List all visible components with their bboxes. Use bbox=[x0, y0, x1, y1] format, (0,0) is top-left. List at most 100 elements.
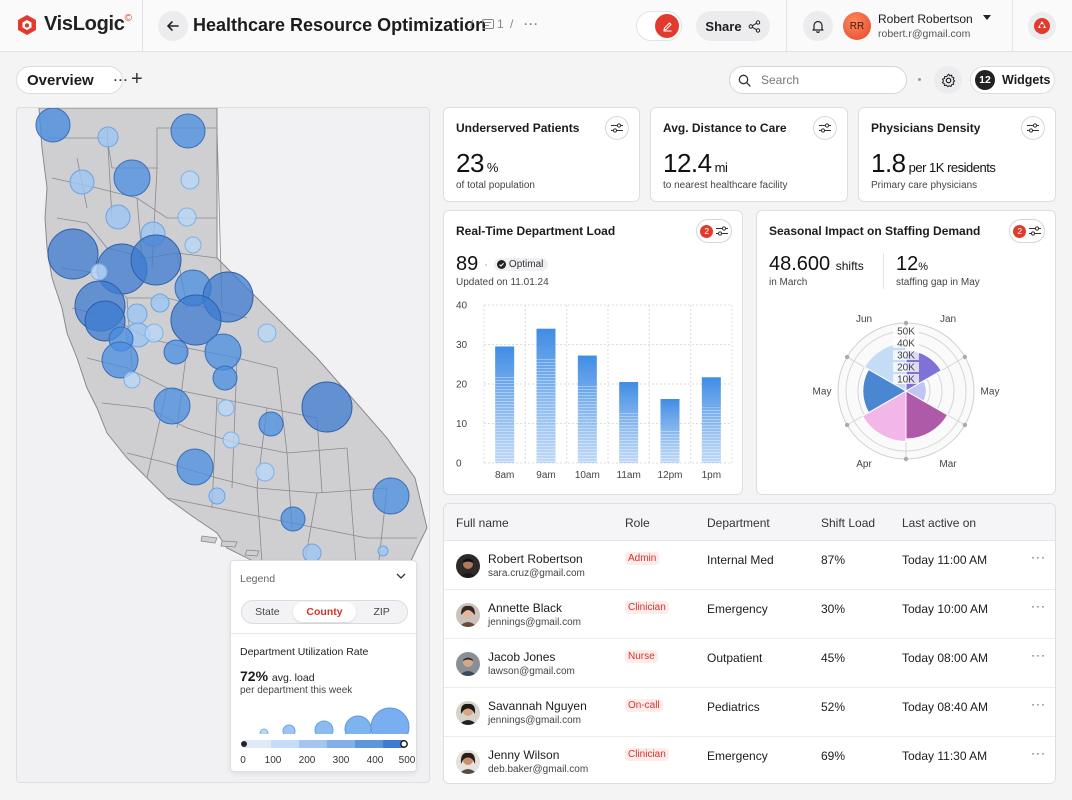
map-bubble[interactable] bbox=[105, 204, 131, 230]
map-bubble[interactable] bbox=[35, 108, 71, 143]
kpi-card-underserved: Underserved Patients 23% of total popula… bbox=[443, 107, 640, 202]
polar-slice[interactable] bbox=[905, 390, 949, 440]
map-bubble[interactable] bbox=[170, 294, 222, 346]
user-name[interactable]: Robert Robertson bbox=[878, 12, 973, 26]
map-bubble[interactable] bbox=[69, 169, 95, 195]
filter-button[interactable] bbox=[813, 116, 837, 140]
chevron-down-icon[interactable] bbox=[396, 573, 406, 580]
map-bubble[interactable] bbox=[144, 323, 164, 343]
notifications-button[interactable] bbox=[803, 11, 833, 41]
x-tick-label: 9am bbox=[536, 470, 555, 481]
legend-tab-county[interactable]: County bbox=[292, 602, 357, 622]
row-more-button[interactable]: ··· bbox=[1031, 746, 1046, 760]
channel-islands bbox=[200, 535, 260, 557]
map-bubble[interactable] bbox=[204, 333, 242, 371]
table-row[interactable]: Robert Robertson sara.cruz@gmail.com Adm… bbox=[444, 541, 1055, 590]
map-bubble[interactable] bbox=[101, 341, 139, 379]
tab-overview[interactable]: Overview ··· bbox=[16, 66, 128, 94]
map-bubble[interactable] bbox=[212, 365, 238, 391]
share-button[interactable]: Share bbox=[696, 11, 770, 41]
map-bubble[interactable] bbox=[90, 263, 108, 281]
map-bubble[interactable] bbox=[208, 487, 226, 505]
status-badge: Optimal bbox=[493, 258, 549, 271]
back-button[interactable] bbox=[158, 11, 188, 41]
polar-slice[interactable] bbox=[861, 390, 907, 442]
map-bubble[interactable] bbox=[47, 228, 99, 280]
edit-mode-toggle[interactable] bbox=[636, 11, 682, 41]
map-bubble[interactable] bbox=[123, 371, 141, 389]
page-icon bbox=[482, 19, 494, 29]
map-bubble[interactable] bbox=[217, 399, 235, 417]
map-bubble[interactable] bbox=[222, 431, 240, 449]
table-row[interactable]: Annette Black jennings@gmail.com Clinici… bbox=[444, 590, 1055, 639]
map-bubble[interactable] bbox=[126, 303, 148, 325]
legend-level-switch[interactable]: State County ZIP bbox=[241, 600, 408, 624]
row-more-button[interactable]: ··· bbox=[1031, 550, 1046, 564]
bell-icon bbox=[812, 20, 824, 33]
polar-slice[interactable] bbox=[862, 368, 907, 414]
map-legend: Legend State County ZIP Department Utili… bbox=[230, 560, 417, 772]
column-header-last-active[interactable]: Last active on bbox=[902, 516, 977, 530]
polar-tick-label: 20K bbox=[897, 363, 915, 374]
row-more-button[interactable]: ··· bbox=[1031, 697, 1046, 711]
map-bubble[interactable] bbox=[153, 387, 191, 425]
map-bubble[interactable] bbox=[301, 381, 353, 433]
table-row[interactable]: Savannah Nguyen jennings@gmail.com On-ca… bbox=[444, 688, 1055, 737]
role-badge: Nurse bbox=[625, 650, 658, 663]
column-header-shift-load[interactable]: Shift Load bbox=[821, 516, 876, 530]
search-box[interactable] bbox=[729, 66, 907, 94]
column-header-name[interactable]: Full name bbox=[456, 516, 509, 530]
breadcrumb-page[interactable]: 1 bbox=[482, 17, 504, 31]
map-bubble[interactable] bbox=[177, 207, 197, 227]
logo[interactable]: VisLogic© bbox=[16, 13, 132, 36]
map-bubble[interactable] bbox=[150, 293, 170, 313]
map-bubble[interactable] bbox=[180, 170, 200, 190]
settings-button[interactable] bbox=[934, 66, 962, 94]
person-email: deb.baker@gmail.com bbox=[488, 764, 589, 775]
legend-tab-state[interactable]: State bbox=[255, 606, 280, 618]
map-bubble[interactable] bbox=[255, 462, 275, 482]
column-header-department[interactable]: Department bbox=[707, 516, 770, 530]
map-bubble[interactable] bbox=[130, 234, 182, 286]
map-bubble[interactable] bbox=[170, 113, 206, 149]
caret-down-icon[interactable] bbox=[983, 15, 991, 21]
separator-dot: · bbox=[484, 258, 488, 271]
filter-button[interactable]: 2 bbox=[1009, 219, 1045, 243]
map-bubble[interactable] bbox=[257, 323, 277, 343]
map-bubble[interactable] bbox=[184, 236, 202, 254]
map-bubble[interactable] bbox=[372, 477, 410, 515]
user-avatar[interactable]: RR bbox=[843, 12, 871, 40]
legend-tab-zip[interactable]: ZIP bbox=[373, 606, 390, 618]
department-load-bar-chart[interactable]: 0 10 20 30 40 8am 9am 10am 11am 12pm 1pm bbox=[444, 293, 742, 493]
map-panel[interactable]: Legend State County ZIP Department Utili… bbox=[16, 107, 430, 783]
map-bubble[interactable] bbox=[258, 411, 284, 437]
filter-button[interactable]: 2 bbox=[696, 219, 732, 243]
brand-icon bbox=[1034, 18, 1050, 34]
california-map[interactable] bbox=[17, 108, 430, 783]
column-header-role[interactable]: Role bbox=[625, 516, 650, 530]
map-bubble[interactable] bbox=[377, 545, 389, 557]
x-tick-label: 1pm bbox=[702, 470, 721, 481]
workspace-switcher[interactable] bbox=[1028, 12, 1056, 40]
add-tab-button[interactable]: + bbox=[131, 68, 143, 90]
row-more-button[interactable]: ··· bbox=[1031, 648, 1046, 662]
map-bubble[interactable] bbox=[176, 448, 214, 486]
filter-button[interactable] bbox=[1021, 116, 1045, 140]
map-bubble[interactable] bbox=[280, 506, 306, 532]
table-row[interactable]: Jenny Wilson deb.baker@gmail.com Clinici… bbox=[444, 737, 1055, 783]
search-input[interactable] bbox=[761, 73, 891, 87]
map-bubble[interactable] bbox=[113, 159, 151, 197]
row-more-button[interactable]: ··· bbox=[1031, 599, 1046, 613]
map-bubble[interactable] bbox=[97, 126, 119, 148]
filter-button[interactable] bbox=[605, 116, 629, 140]
map-bubble[interactable] bbox=[163, 339, 189, 365]
last-active-cell: Today 11:30 AM bbox=[902, 749, 988, 763]
kpi-subtitle: to nearest healthcare facility bbox=[663, 180, 788, 191]
person-name: Annette Black bbox=[488, 601, 563, 615]
table-row[interactable]: Jacob Jones lawson@gmail.com Nurse Outpa… bbox=[444, 639, 1055, 688]
tab-more-button[interactable]: ··· bbox=[113, 73, 129, 87]
widgets-button[interactable]: 12 Widgets bbox=[970, 66, 1055, 94]
polar-spoke-dot bbox=[962, 422, 968, 428]
breadcrumb-more-button[interactable]: ··· bbox=[524, 17, 539, 31]
